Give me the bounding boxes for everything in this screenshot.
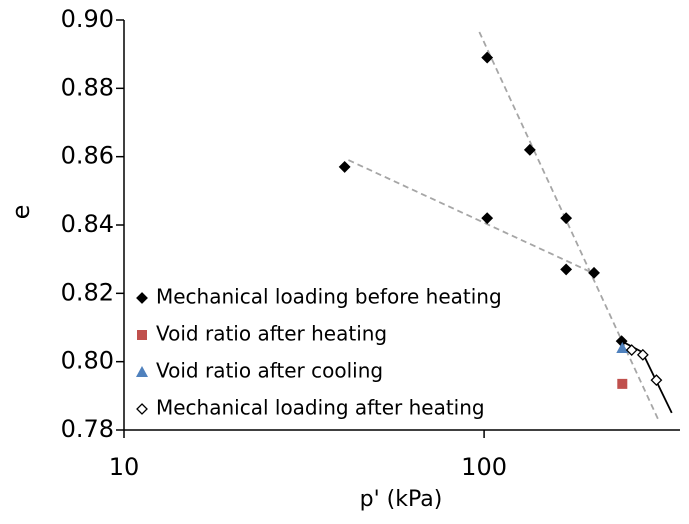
marker-triangle (136, 366, 148, 377)
y-tick-label: 0.86 (61, 142, 114, 170)
marker-diamond (650, 374, 663, 387)
marker-diamond (588, 266, 600, 279)
legend-label: Mechanical loading after heating (156, 396, 485, 420)
fit-line (348, 159, 593, 274)
marker-diamond (636, 348, 649, 361)
x-tick-label: 10 (109, 453, 140, 481)
marker-square (617, 378, 628, 389)
y-tick-label: 0.90 (61, 5, 114, 33)
x-tick-label: 100 (461, 453, 507, 481)
marker-diamond (523, 143, 536, 156)
marker-diamond (560, 212, 573, 225)
y-tick-label: 0.80 (61, 347, 114, 375)
legend-label: Void ratio after heating (156, 322, 387, 346)
y-tick-label: 0.78 (61, 415, 114, 443)
marker-triangle (616, 342, 629, 353)
fit-line (478, 31, 660, 421)
marker-diamond (136, 403, 148, 415)
legend-label: Mechanical loading before heating (156, 285, 502, 309)
x-axis-title: p' (kPa) (360, 487, 443, 512)
marker-diamond (338, 160, 351, 173)
y-tick-label: 0.82 (61, 278, 114, 306)
marker-diamond (560, 263, 573, 276)
marker-diamond (136, 292, 148, 304)
y-axis-title: e (7, 205, 35, 220)
y-tick-label: 0.88 (61, 73, 114, 101)
marker-diamond (481, 51, 494, 64)
marker-diamond (481, 212, 494, 225)
marker-diamond (625, 344, 638, 356)
legend-label: Void ratio after cooling (156, 359, 383, 383)
marker-square (137, 330, 147, 340)
y-tick-label: 0.84 (61, 210, 114, 238)
